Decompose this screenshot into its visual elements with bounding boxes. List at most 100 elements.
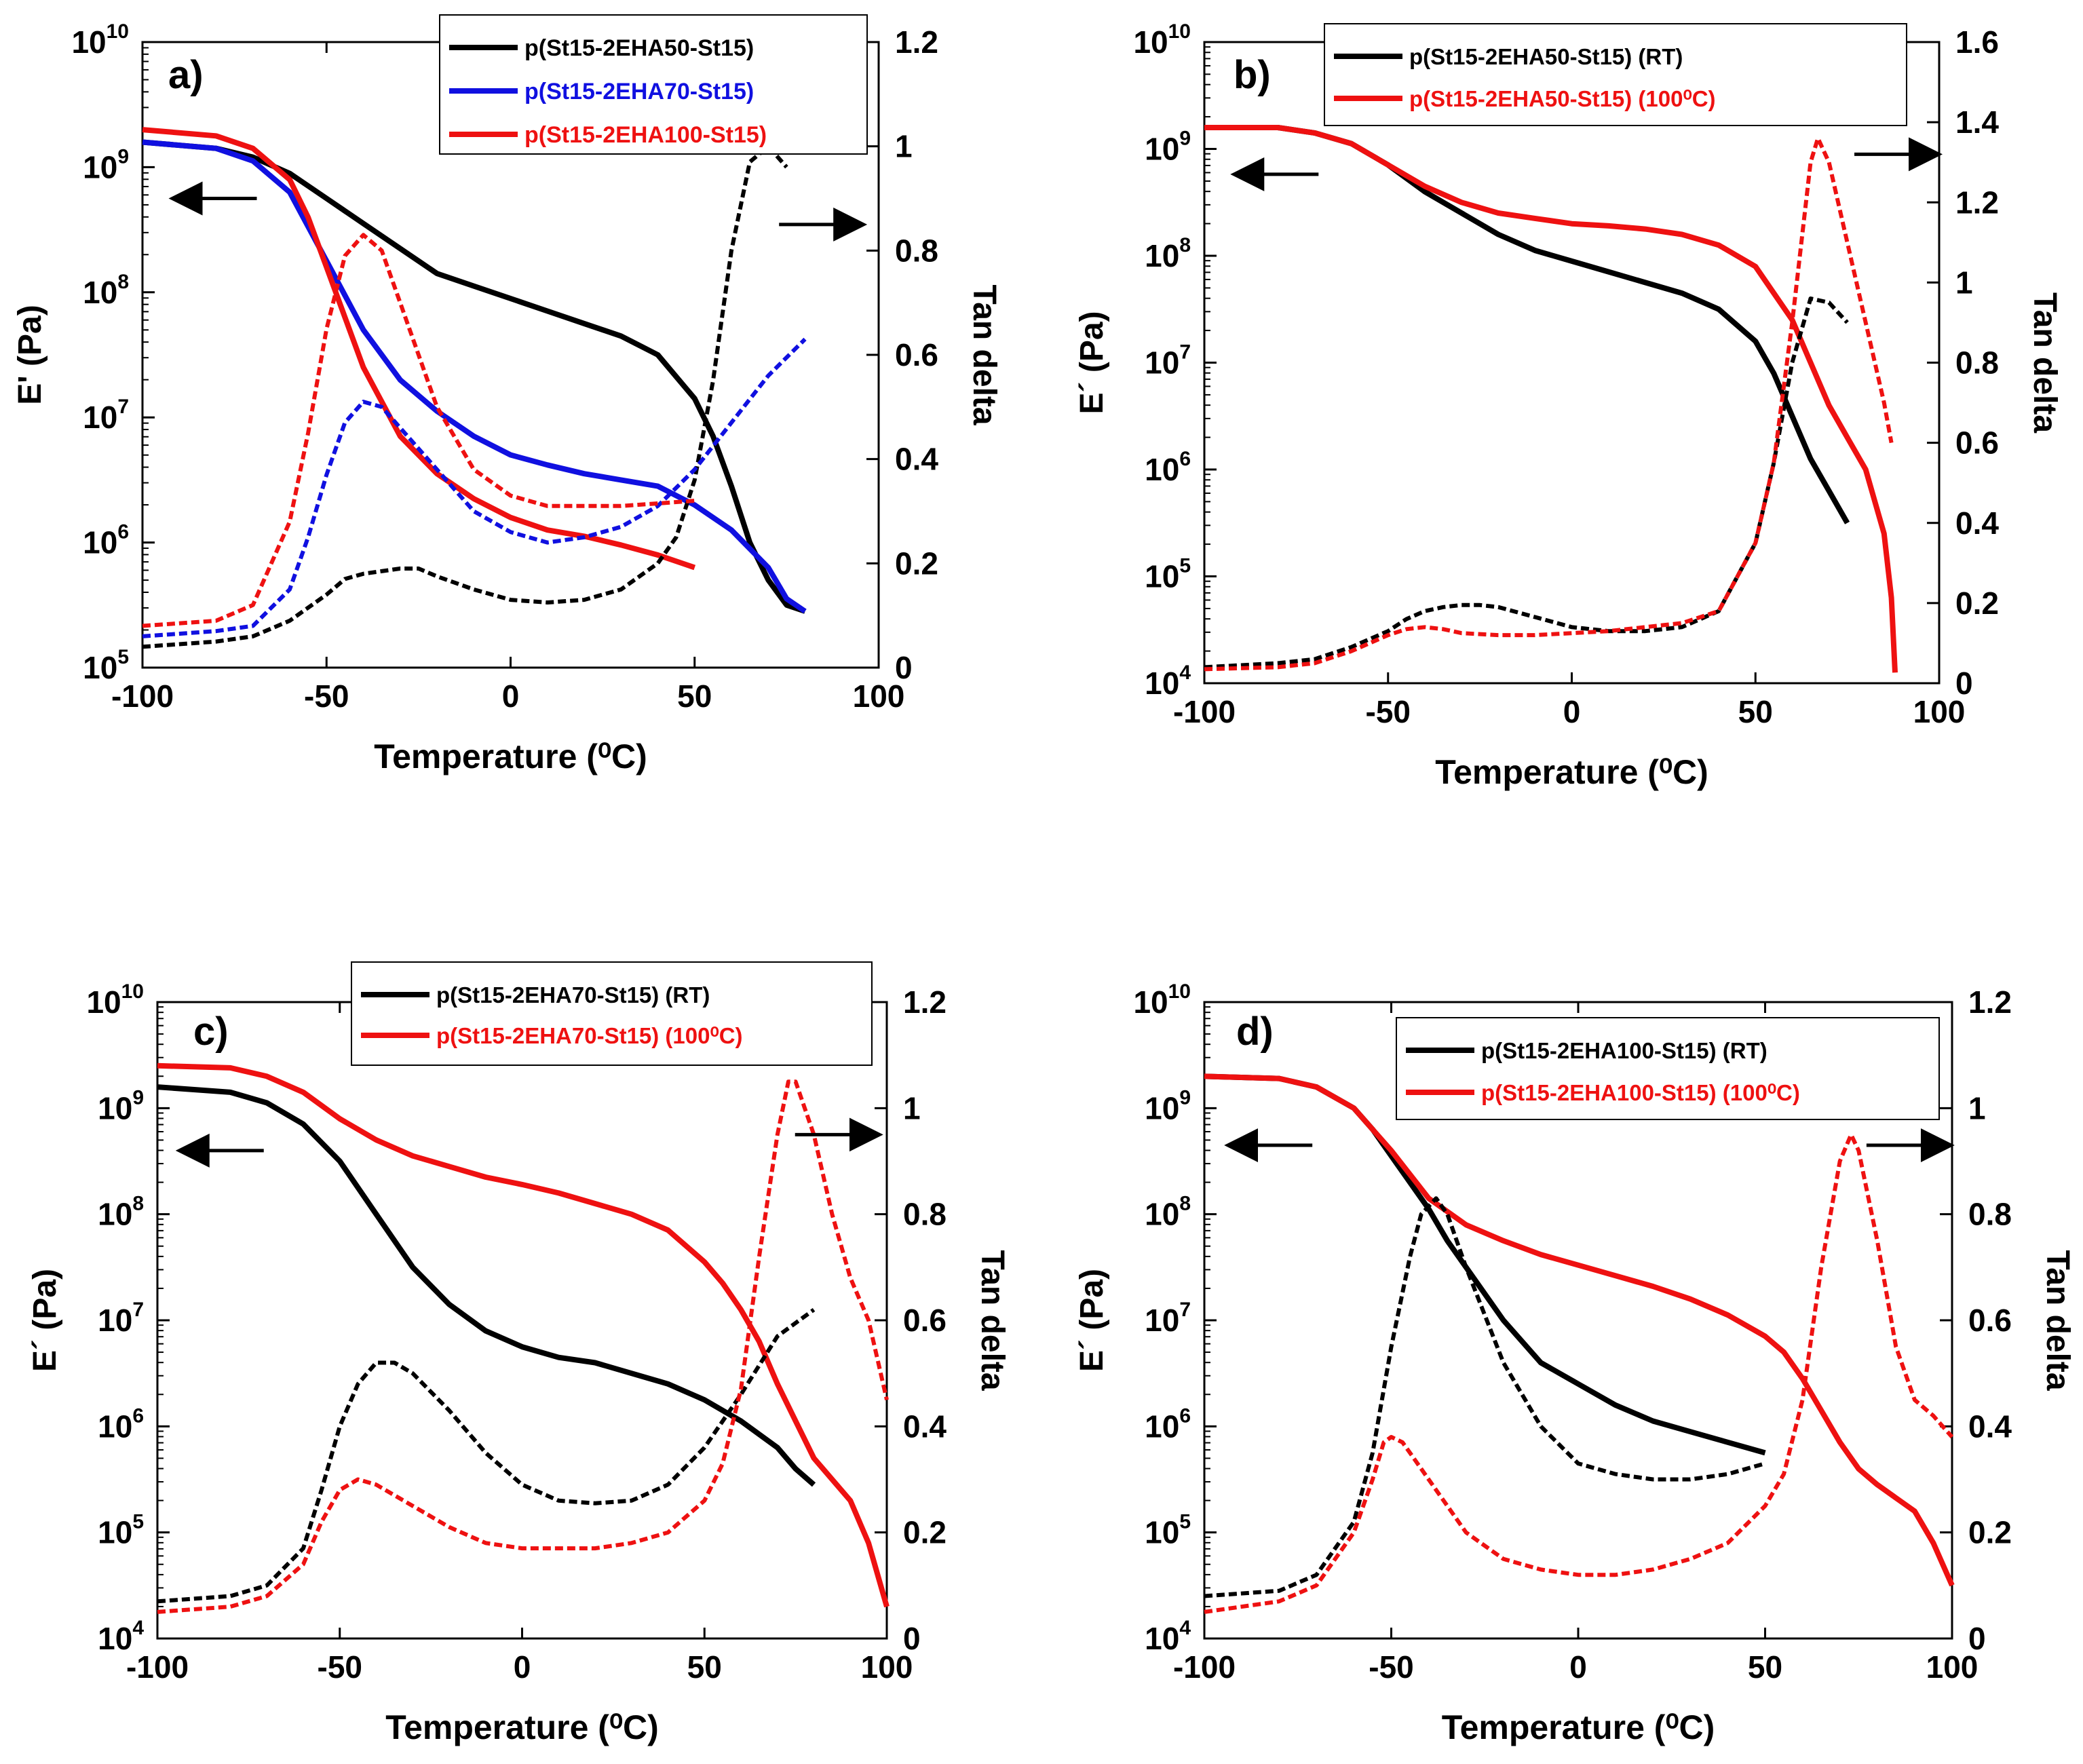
panel-3: -100 -50 0 50 100 104 105 106 107 108 109 1010 0 0.2 0… [27,961,1010,1746]
y-right-tick-label: 0 [1955,666,1973,701]
x-tick-label: -50 [1369,1649,1413,1685]
y-right-tick-label: 0.6 [903,1303,947,1338]
y-right-tick-label: 1 [1955,265,1973,300]
x-tick-label: -100 [1173,694,1236,729]
y-left-tick-label: 104 [1145,1617,1191,1656]
plot-frame [1203,41,1941,685]
x-tick-label: 100 [861,1649,913,1685]
y-right-tick-label: 0.8 [1968,1197,2012,1232]
legend-box [351,961,873,1066]
series-line-modulus-0 [1204,1073,1766,1456]
y-right-tick-label: 0.8 [895,233,938,268]
x-tick-label: 100 [1926,1649,1979,1685]
y-left-tick-label: 108 [83,271,129,310]
y-left-tick-label: 108 [98,1193,144,1232]
legend: p(St15-2EHA70-St15) (RT) p(St15-2EHA70-St… [351,961,873,1066]
series-line-tan-delta-2 [1204,296,1849,670]
y-left-tick-label: 109 [1145,128,1191,167]
legend-label: p(St15-2EHA50-St15) [524,35,754,61]
y-left-axis-title: E´ (Pa) [27,1269,63,1372]
y-left-tick-label: 104 [1145,662,1191,701]
y-right-tick-label: 0.8 [1955,345,1999,381]
y-left-tick-label: 105 [83,646,129,685]
legend-box [1324,23,1907,126]
y-left-axis-title: E' (Pa) [12,305,48,404]
x-tick-label: 50 [677,678,712,714]
y-right-tick-label: 0.2 [903,1515,947,1550]
y-right-tick-label: 0.4 [1955,505,1999,541]
x-tick-label: -100 [111,678,174,714]
series-line-modulus-1 [1204,1073,1955,1587]
y-right-axis-title: Tan delta [974,1250,1010,1390]
y-left-tick-label: 109 [83,145,129,185]
x-tick-label: 0 [1569,1649,1587,1685]
series-line-modulus-1 [157,1062,890,1608]
y-left-tick-label: 107 [83,396,129,435]
legend-label: p(St15-2EHA100-St15) (100⁰C) [1481,1080,1800,1105]
y-left-tick-label: 105 [1145,1511,1191,1550]
y-left-tick-label: 1010 [86,980,144,1020]
y-right-tick-label: 1 [903,1090,921,1126]
y-right-tick-label: 1.6 [1955,24,1999,60]
legend-label: p(St15-2EHA70-St15) [524,79,754,104]
plot-frame [156,1001,888,1640]
x-tick-label: 0 [514,1649,531,1685]
legend-box [1396,1017,1940,1120]
y-right-tick-label: 0 [1968,1621,1986,1656]
y-right-tick-label: 0.4 [1968,1408,2012,1444]
panel-1: -100 -50 0 50 100 105 106 107 108 109 1010 0 0.2 0.4 0… [12,14,1002,775]
series-line-tan-delta-3 [1204,1132,1954,1614]
series-line-modulus-2 [142,127,696,571]
y-left-tick-label: 1010 [71,20,129,60]
y-left-axis-title: E´ (Pa) [1074,311,1110,414]
y-right-tick-label: 0.4 [895,442,938,477]
y-left-tick-label: 1010 [1133,980,1191,1020]
y-left-tick-label: 107 [98,1299,144,1338]
y-right-tick-label: 0 [895,650,913,685]
series-line-tan-delta-3 [157,1079,889,1614]
series-line-modulus-1 [142,139,807,614]
y-left-tick-label: 106 [98,1404,144,1444]
y-left-tick-label: 106 [1145,448,1191,487]
series-line-tan-delta-3 [142,144,788,649]
legend-label: p(St15-2EHA50-St15) (100⁰C) [1409,86,1716,111]
x-tick-label: 50 [687,1649,722,1685]
y-left-tick-label: 107 [1145,1299,1191,1338]
legend: p(St15-2EHA50-St15) (RT) p(St15-2EHA50-St… [1324,23,1907,126]
y-left-tick-label: 105 [98,1511,144,1550]
y-left-tick-label: 106 [1145,1404,1191,1444]
y-right-tick-label: 1.2 [1968,984,2012,1020]
x-tick-label: 0 [502,678,520,714]
y-right-tick-label: 0.8 [903,1197,947,1232]
y-left-tick-label: 108 [1145,234,1191,273]
y-left-tick-label: 104 [98,1617,144,1656]
x-tick-label: 50 [1738,694,1773,729]
y-right-axis-title: Tan delta [2040,1250,2076,1390]
panel-2: -100 -50 0 50 100 104 105 106 107 108 109 1010 0 0.2 0… [1074,20,2063,791]
y-right-tick-label: 0.6 [1968,1303,2012,1338]
panel-label: d) [1236,1010,1274,1054]
legend: p(St15-2EHA50-St15) p(St15-2EHA70-St15) p(… [439,14,868,155]
x-tick-label: -100 [126,1649,189,1685]
series-line-tan-delta-4 [142,337,807,638]
series-line-tan-delta-2 [1204,1196,1766,1598]
series-line-modulus-0 [1204,125,1850,524]
y-left-tick-label: 109 [1145,1086,1191,1126]
y-right-tick-label: 0.4 [903,1408,947,1444]
y-right-tick-label: 0.2 [1968,1515,2012,1550]
legend-label: p(St15-2EHA100-St15) [524,122,767,148]
series-line-modulus-0 [157,1084,816,1487]
y-left-tick-label: 106 [83,521,129,560]
x-tick-label: 50 [1748,1649,1782,1685]
series-line-tan-delta-3 [1204,136,1894,672]
x-tick-label: -50 [304,678,349,714]
y-right-tick-label: 0.2 [1955,586,1999,621]
legend-label: p(St15-2EHA50-St15) (RT) [1409,44,1683,69]
y-left-axis-title: E´ (Pa) [1074,1269,1110,1372]
x-tick-label: -50 [1366,694,1411,729]
x-axis-title: Temperature (⁰C) [1435,753,1708,791]
panel-4: -100 -50 0 50 100 104 105 106 107 108 109 1010 0 0.2 0… [1074,980,2076,1746]
panel-label: b) [1234,53,1271,97]
y-right-axis-title: Tan delta [966,284,1002,425]
y-right-tick-label: 1.2 [1955,185,1999,220]
